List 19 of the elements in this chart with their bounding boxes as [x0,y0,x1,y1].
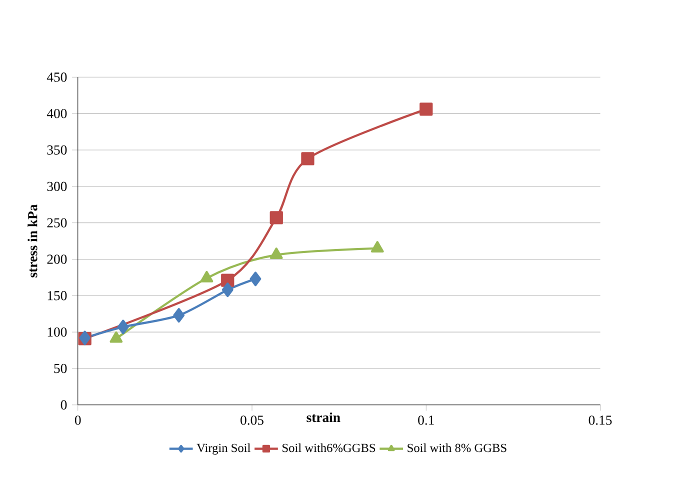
y-tick-label: 400 [46,109,67,118]
y-tick-label: 50 [54,364,67,374]
y-tick-label: 350 [47,146,67,155]
y-axis-title: stress in kPa [28,204,38,278]
x-tick-label: 0.1 [418,416,434,426]
legend-label: Virgin Soil [196,444,250,455]
y-tick-label: 450 [46,72,67,82]
legend-label: Soil with 8% GGBS [408,444,506,452]
x-tick-label: 0.05 [240,416,264,426]
x-tick-label: 0 [74,416,81,426]
y-tick-label: 100 [48,328,67,337]
y-tick-label: 250 [47,218,67,228]
legend-label: Soil with6%GGBS [282,444,376,452]
y-tick-label: 300 [47,182,67,192]
y-tick-label: 0 [60,400,67,410]
x-tick-label: 0.15 [588,416,612,426]
x-axis-title: strain [306,412,340,422]
y-tick-label: 150 [48,291,67,300]
y-tick-label: 200 [47,254,67,264]
